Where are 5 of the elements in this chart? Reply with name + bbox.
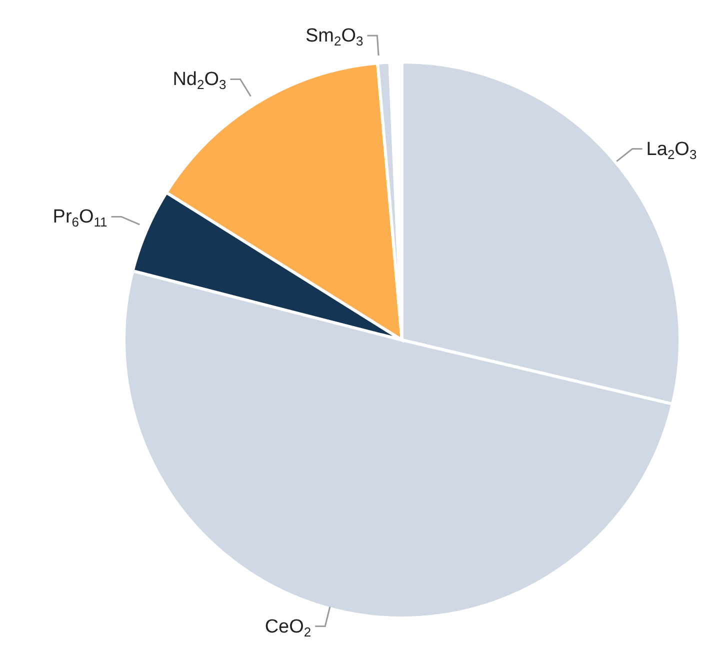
slice-label: Nd$_{2}$O$_{3}$ [172,69,226,92]
slice-label: La$_{2}$O$_{3}$ [646,138,697,162]
slice-label: Pr$_{6}$O$_{11}$ [52,206,108,230]
slice-label: CeO$_{2}$ [264,616,312,640]
slice-label: Sm$_{2}$O$_{3}$ [305,26,364,49]
